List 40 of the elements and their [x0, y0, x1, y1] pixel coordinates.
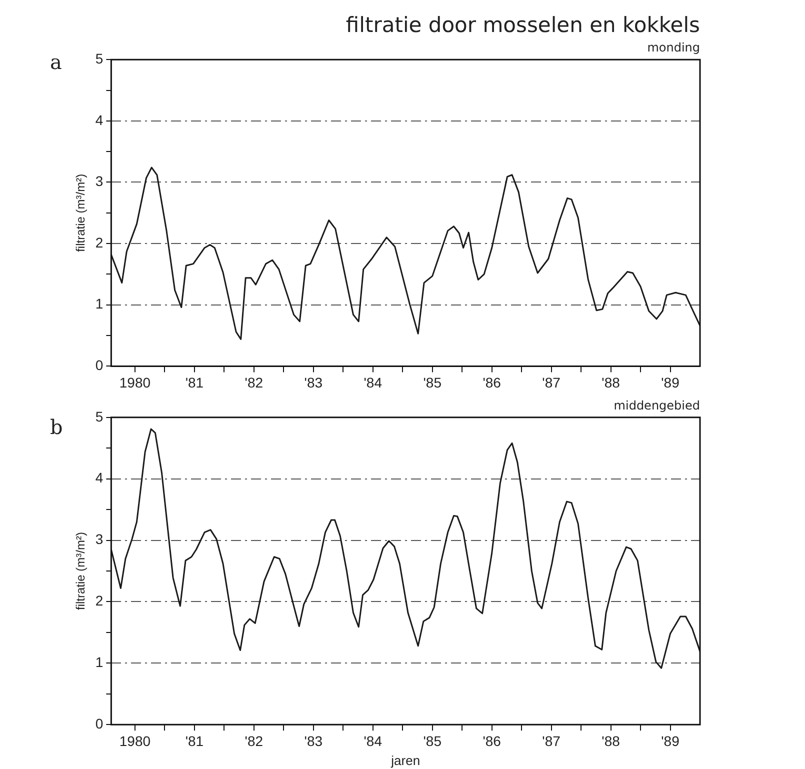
x-tick-label: '89 — [661, 732, 680, 749]
x-tick-label: '84 — [364, 374, 382, 390]
x-tick-label: '85 — [423, 374, 442, 390]
y-axis-title: filtratie (m³/m²) — [74, 174, 88, 252]
y-tick-label: 5 — [95, 408, 104, 424]
x-tick-label: '84 — [364, 732, 382, 749]
x-axis-title: jaren — [390, 752, 420, 768]
x-tick-label: '81 — [185, 374, 204, 390]
x-tick-label: '88 — [602, 732, 620, 749]
chart-title: filtratie door mosselen en kokkels — [346, 13, 700, 38]
x-tick-label: '83 — [304, 374, 323, 390]
y-tick-label: 4 — [95, 112, 104, 128]
y-tick-label: 5 — [95, 50, 104, 66]
y-tick-label: 4 — [95, 470, 104, 486]
x-tick-label: '88 — [602, 374, 620, 390]
x-tick-label: '87 — [542, 732, 561, 749]
y-tick-label: 2 — [95, 234, 104, 250]
x-tick-label: 1980 — [119, 374, 151, 390]
x-tick-label: '82 — [244, 732, 264, 749]
x-tick-label: 1980 — [119, 732, 151, 749]
x-tick-label: '82 — [244, 374, 264, 390]
y-axis-title: filtratie (m³/m²) — [74, 532, 88, 610]
text: b — [50, 415, 63, 439]
y-tick-label: 3 — [95, 531, 104, 548]
y-tick-label: 1 — [95, 296, 104, 312]
text: a — [50, 50, 62, 74]
x-tick-label: '81 — [185, 732, 204, 749]
y-tick-label: 1 — [95, 654, 104, 670]
x-tick-label: '87 — [542, 374, 561, 390]
y-tick-label: 3 — [95, 173, 104, 190]
y-tick-label: 2 — [95, 592, 104, 609]
x-tick-label: '85 — [423, 732, 442, 749]
chart-subtitle: monding — [647, 40, 700, 55]
x-tick-label: '83 — [304, 732, 323, 749]
x-tick-label: '86 — [482, 732, 502, 749]
y-tick-label: 0 — [95, 715, 104, 732]
chart-subtitle: middengebied — [614, 398, 700, 412]
y-tick-label: 0 — [95, 357, 104, 374]
x-tick-label: '86 — [482, 374, 502, 390]
x-tick-label: '89 — [661, 374, 680, 390]
